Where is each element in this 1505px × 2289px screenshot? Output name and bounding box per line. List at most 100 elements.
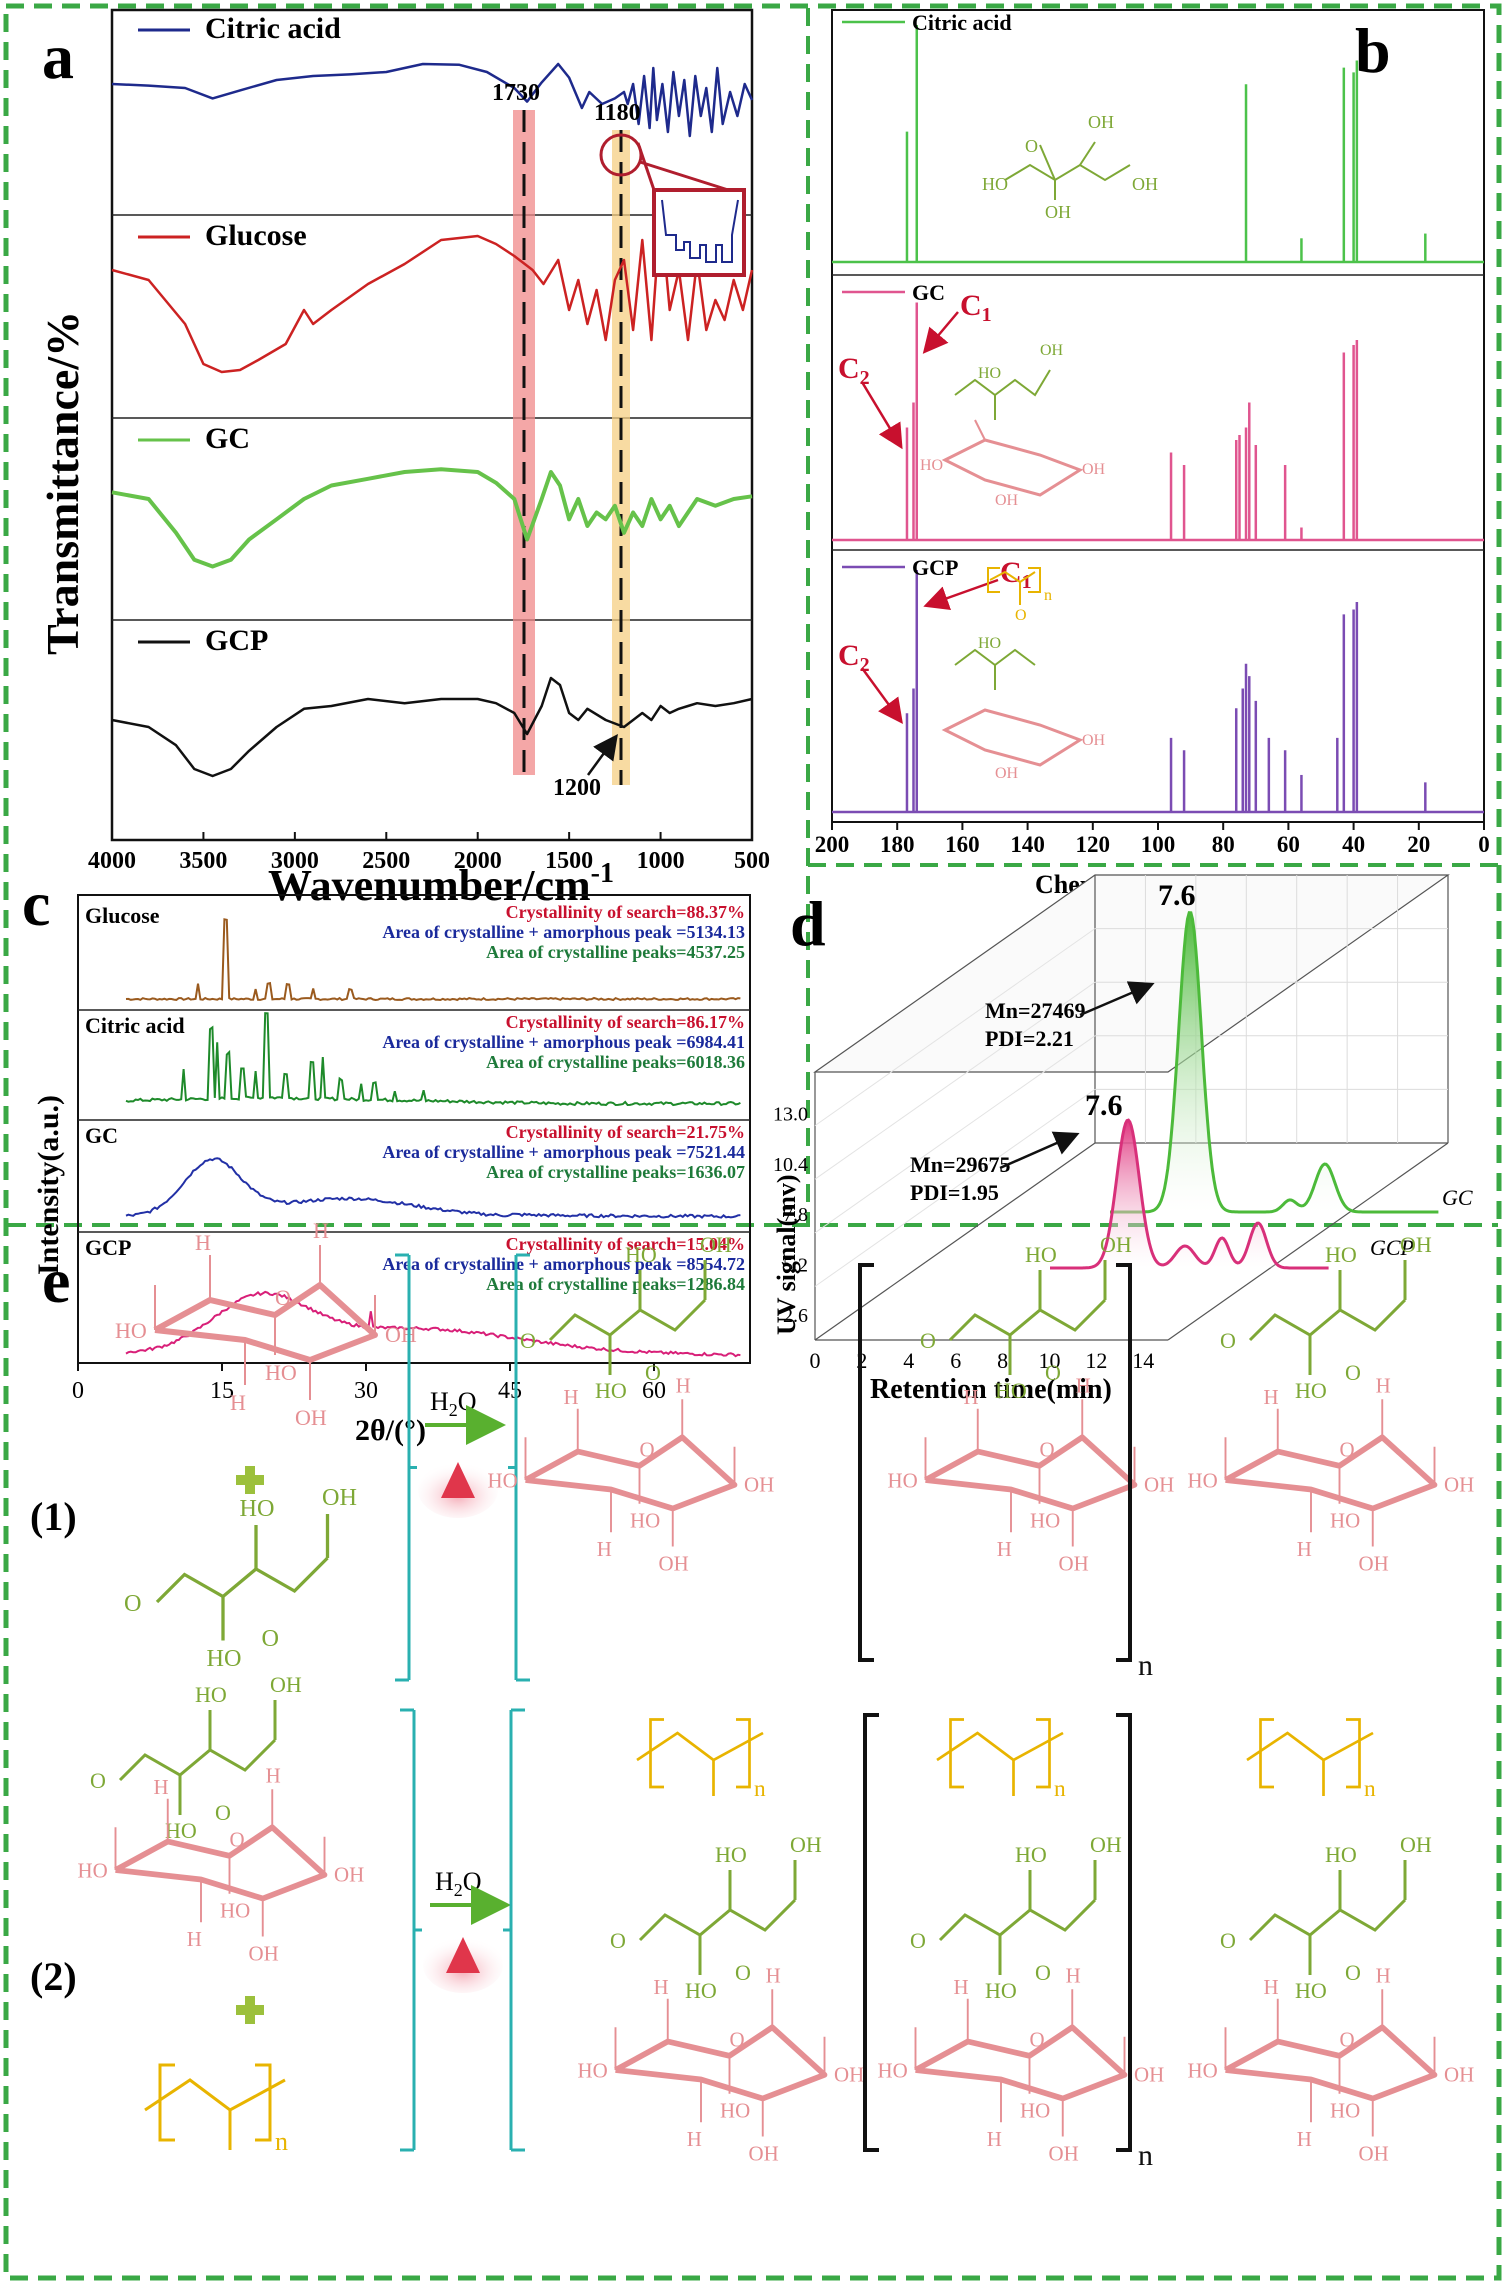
nmr-xtick-label-1: 180 <box>880 832 915 857</box>
nmr-citric-acid-molecule: HO O OH OH OH <box>982 112 1158 222</box>
gpc-ytick-label-2: 7.8 <box>783 1204 808 1226</box>
acid-o-left: O <box>90 1768 106 1793</box>
panel-a-plot-area <box>110 8 754 842</box>
ftir-line-glucose <box>111 208 754 374</box>
acid-ho: HO <box>1325 1242 1357 1267</box>
nmr-xtick-label-8: 40 <box>1342 832 1365 857</box>
sugar-ho-b: HO <box>1020 2099 1050 2123</box>
sugar-h-c: H <box>1376 1374 1391 1398</box>
sugar-oh-a: OH <box>1059 1551 1089 1575</box>
gpc-xlabel: Retention time(min) <box>870 1374 1112 1405</box>
gpc-grid-d-2 <box>814 981 1096 1180</box>
sugar-ho-b: HO <box>720 2099 750 2123</box>
sugar-ring-6 <box>914 1989 1128 2137</box>
pva-chain <box>636 1731 764 1762</box>
gc-c2-arrow <box>860 381 903 450</box>
sugar-ho-a: HO <box>1188 2059 1218 2083</box>
acid-ho-bottom: HO <box>985 1978 1017 2003</box>
sugar-ho-a: HO <box>488 1469 518 1493</box>
gcp-c1-letter: C <box>1000 556 1022 589</box>
pva-unit-0 <box>144 2063 286 2150</box>
sugar-ring-body <box>1224 1434 1438 1512</box>
sugar-h-b: H <box>1297 1537 1312 1561</box>
ftir-xlabel-sup: -1 <box>591 858 614 889</box>
sugar-h-c: H <box>766 1964 781 1988</box>
xrd-line-citric-acid <box>125 1012 741 1107</box>
sugar-oh-b: OH <box>1144 1472 1174 1496</box>
nmr-legend-label-1: GC <box>912 280 945 305</box>
xrd-name-1: Citric acid <box>85 1013 185 1038</box>
gpc-y-ticks: 2.6 5.2 7.8 10.4 13.0 <box>773 1103 808 1327</box>
acid-oh-top: OH <box>1090 1832 1122 1857</box>
acid-ho: HO <box>1025 1242 1057 1267</box>
sugar-ring-7 <box>1224 1989 1438 2137</box>
pva-bracket-right <box>1036 1718 1051 1789</box>
gcp-c1-sub: 1 <box>1022 571 1032 593</box>
panel-a-ftir: 1730 1180 1200 Citric acid Glucose GC GCP 4… <box>37 8 770 910</box>
gcp-c2-sub: 2 <box>860 654 870 676</box>
nmr-ca-oh-1: OH <box>1088 112 1114 132</box>
sugar-h-c: H <box>1066 1964 1081 1988</box>
sugar-h-a: H <box>1264 1975 1279 1999</box>
pva-chain <box>144 2078 286 2112</box>
acid-o-left: O <box>124 1590 141 1617</box>
sugar-oh-b: OH <box>744 1472 774 1496</box>
water-o: O <box>458 1387 477 1416</box>
acid-ho-bottom: HO <box>1295 1378 1327 1403</box>
panel-c-xrd: Glucose Crystallinity of search=88.37%Are… <box>32 894 751 1447</box>
acid-o-bottom: O <box>262 1625 279 1652</box>
sugar-h-b: H <box>597 1537 612 1561</box>
xrd-area-crystalline-2: Area of crystalline peaks=1636.07 <box>486 1162 745 1182</box>
nmr-gcp-o: O <box>1015 607 1027 624</box>
sugar-h-c: H <box>676 1374 691 1398</box>
acid-backbone <box>638 1898 797 1942</box>
gpc-grid <box>814 875 1448 1287</box>
gpc-grid-d-1 <box>814 928 1096 1127</box>
gpc-ytick-label-1: 5.2 <box>783 1255 808 1277</box>
nmr-xtick-label-2: 160 <box>945 832 980 857</box>
xrd-name-0: Glucose <box>85 903 160 928</box>
sugar-ho-a: HO <box>578 2059 608 2083</box>
gpc-ylabel: UV signal(mv) <box>772 1174 801 1335</box>
xrd-xtick-label-1: 15 <box>210 1378 234 1404</box>
acid-backbone <box>548 1298 707 1342</box>
sugar-o: O <box>230 1827 245 1851</box>
gpc-gc-peak-label: 7.6 <box>1158 879 1196 912</box>
xrd-area-total-1: Area of crystalline + amorphous peak =69… <box>382 1032 745 1052</box>
acid-o-left: O <box>920 1328 936 1353</box>
sugar-o: O <box>730 2027 745 2051</box>
panel-label-b: b <box>1355 15 1391 86</box>
pva-n: n <box>1364 1776 1376 1802</box>
citric-unit-6 <box>938 1860 1097 1975</box>
nmr-gc-oh-2: OH <box>1082 461 1106 478</box>
sugar-h-c: H <box>1076 1374 1091 1398</box>
reaction-2-label: (2) <box>30 1954 77 1999</box>
panel-d-gpc: 0 2 4 6 8 10 12 14 2.65.27.810.413.0 UV signal(… <box>772 874 1473 1405</box>
pva-bracket-right <box>255 2063 272 2142</box>
ftir-x-ticks: 4000 3500 3000 2500 2000 1500 1000 500 <box>88 832 770 874</box>
sugar-oh-b: OH <box>1444 1472 1474 1496</box>
sugar-h-b: H <box>997 1537 1012 1561</box>
gcp-c2-arrow <box>860 667 903 725</box>
gpc-gcp-arrow <box>999 1131 1080 1170</box>
nmr-gc-ho-2: HO <box>920 457 943 474</box>
water-h: H <box>435 1867 454 1896</box>
xrd-xtick-label-2: 30 <box>354 1378 378 1404</box>
citric-unit-1 <box>548 1260 707 1375</box>
gpc-gc-mn: Mn=27469 <box>985 998 1086 1023</box>
citric-unit-3 <box>1248 1260 1407 1375</box>
acid-o-left: O <box>520 1328 536 1353</box>
ftir-xtick-label-1: 3500 <box>179 848 227 874</box>
xrd-series-group <box>125 918 741 1358</box>
acid-o-bottom: O <box>215 1800 231 1825</box>
sugar-oh-b: OH <box>385 1322 417 1347</box>
nmr-xtick-label-0: 200 <box>815 832 850 857</box>
plus-v <box>245 1466 255 1494</box>
gpc-gc-pdi: PDI=2.21 <box>985 1026 1074 1051</box>
pva-unit-3 <box>1246 1718 1374 1796</box>
sugar-oh-b: OH <box>1134 2062 1164 2086</box>
nmr-xtick-label-7: 60 <box>1277 832 1300 857</box>
pva-bracket-left <box>949 1718 964 1789</box>
